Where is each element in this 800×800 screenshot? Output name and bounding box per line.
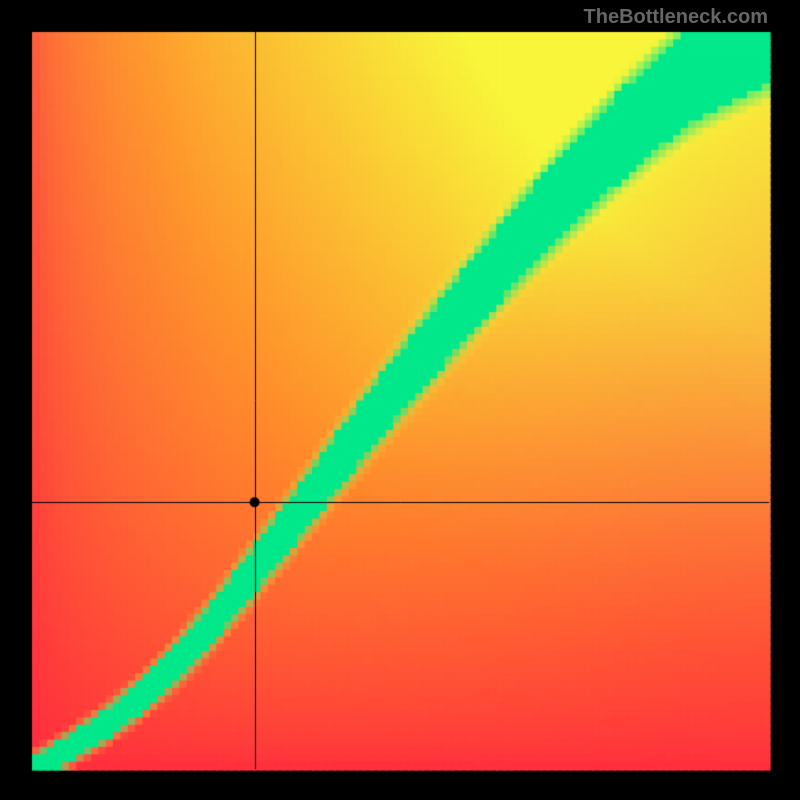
watermark-text: TheBottleneck.com	[584, 6, 768, 29]
bottleneck-heatmap	[0, 0, 800, 800]
